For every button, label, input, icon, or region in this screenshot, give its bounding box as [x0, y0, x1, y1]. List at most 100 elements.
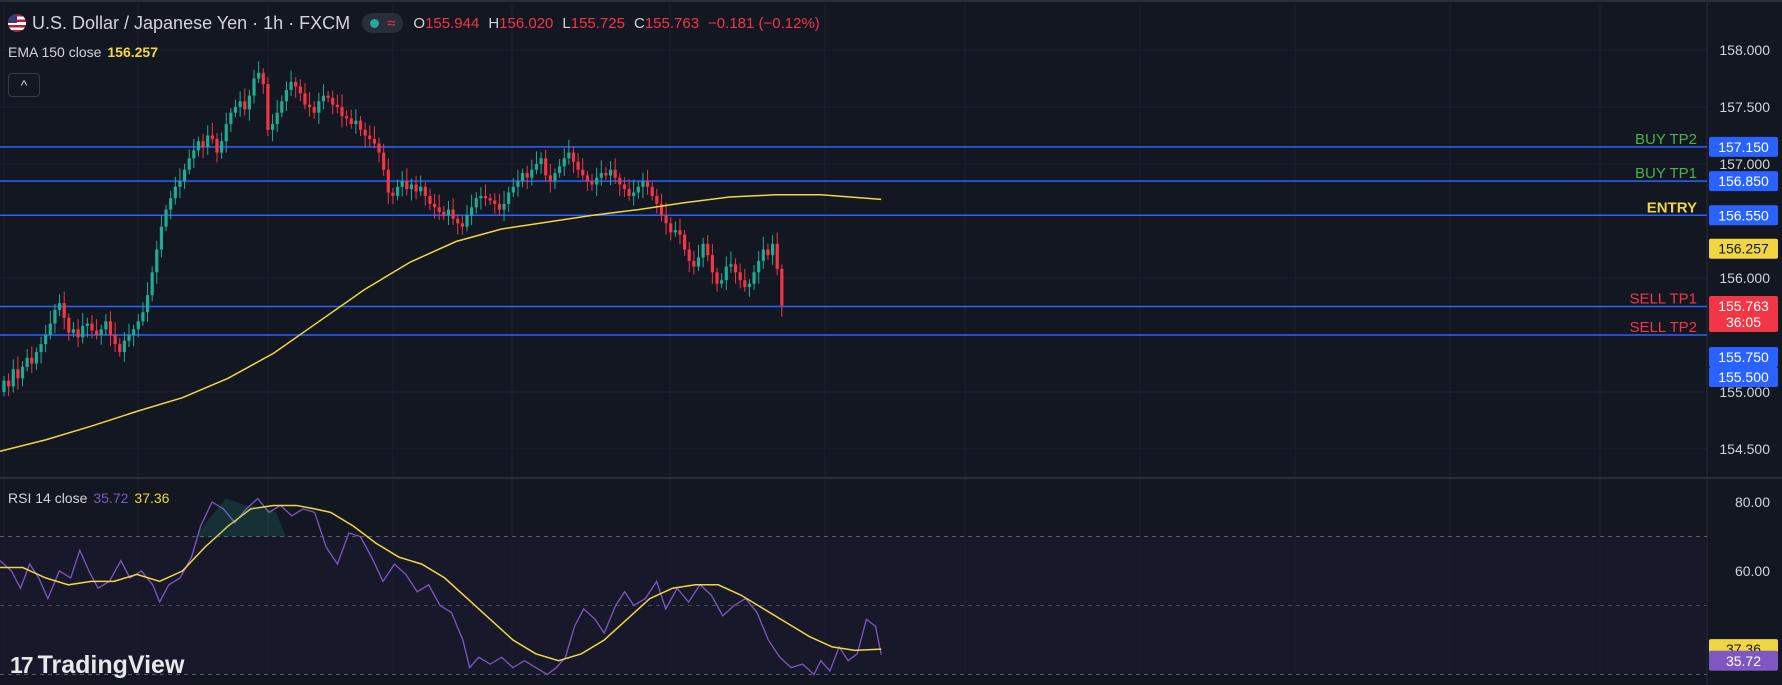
candle-body [229, 112, 233, 125]
candle-body [266, 84, 270, 130]
candle-body [590, 181, 594, 185]
level-label: BUY TP2 [1635, 131, 1697, 148]
market-open-icon [370, 18, 380, 28]
ema-line [0, 194, 882, 453]
level-price-tag-bg [1709, 136, 1778, 157]
market-status-pill[interactable]: ≈ [362, 13, 404, 33]
candle-body [701, 243, 705, 258]
candle-body [164, 209, 168, 227]
candle-body [659, 203, 664, 216]
candle-body [636, 186, 640, 193]
candle-body [20, 366, 25, 379]
data-source[interactable]: FXCM [299, 12, 351, 33]
candle-body [613, 169, 617, 178]
candle-body [553, 173, 557, 182]
candle-body [150, 272, 154, 296]
tradingview-logo[interactable]: 17 TradingView [10, 651, 184, 680]
level-price-tag: 157.150 [1709, 136, 1778, 157]
candle-body [215, 138, 219, 153]
candle-body [192, 150, 196, 159]
symbol-name[interactable]: U.S. Dollar / Japanese Yen [32, 12, 248, 33]
rsi-ma-line [0, 504, 882, 662]
candle-body [516, 181, 520, 187]
candle-body [720, 280, 724, 284]
candle-body [548, 175, 552, 182]
candle-body [326, 95, 330, 98]
candle-body [2, 380, 6, 392]
trade-levels: BUY TP2 BUY TP1 ENTRY SELL TP1 SELL TP2 [0, 131, 1707, 336]
candle-body [257, 72, 261, 79]
candle-body [627, 189, 631, 196]
candle-body [488, 198, 492, 201]
candle-body [743, 280, 747, 288]
candle-body [493, 200, 497, 204]
candle-body [558, 166, 562, 174]
level-price-tag-bg [1709, 347, 1778, 367]
price-candles [2, 61, 784, 397]
candle-body [233, 107, 238, 113]
candle-body [733, 264, 738, 273]
candle-body [585, 175, 589, 182]
candle-body [696, 257, 701, 267]
candle-body [118, 344, 122, 353]
price-tick-label: 154.500 [1719, 441, 1770, 457]
candle-body [530, 169, 534, 178]
candle-body [275, 112, 279, 125]
candle-body [525, 173, 529, 178]
candle-body [428, 195, 432, 204]
candle-body [196, 141, 201, 151]
candle-body [409, 184, 414, 190]
candle-body [11, 369, 15, 387]
axis-tags: 157.150 156.850 156.550 156.257 155.750 155.5… [1709, 136, 1778, 671]
candle-body [451, 209, 455, 219]
interval[interactable]: 1h [263, 12, 284, 33]
candle-body [678, 230, 682, 235]
candle-body [345, 116, 349, 119]
candle-body [692, 260, 696, 267]
level-price-tag: 156.550 [1709, 205, 1778, 226]
candle-body [39, 344, 43, 353]
candle-body [321, 95, 326, 102]
candle-body [562, 158, 566, 167]
candle-body [539, 158, 543, 164]
level-price-tag-text: 157.150 [1718, 139, 1769, 155]
candle-body [113, 335, 117, 345]
candle-body [53, 309, 57, 324]
candle-body [423, 186, 427, 196]
current-price-tag-text: 155.763 [1718, 298, 1769, 314]
candle-body [567, 152, 571, 159]
rsi-lines [0, 497, 882, 676]
candle-body [377, 143, 381, 153]
candle-body [71, 329, 76, 333]
candle-body [145, 295, 150, 313]
candle-body [655, 195, 659, 204]
rsi-legend[interactable]: RSI 14 close 35.72 37.36 [8, 490, 169, 506]
candle-body [395, 186, 400, 196]
candle-body [729, 264, 733, 267]
candle-body [483, 195, 488, 199]
candle-body [414, 184, 418, 192]
ema-legend[interactable]: EMA 150 close 156.257 [8, 44, 158, 60]
candle-body [442, 211, 446, 216]
chart-header[interactable]: U.S. Dollar / Japanese Yen · 1h · FXCM ≈… [8, 12, 820, 34]
candle-body [340, 107, 344, 117]
collapse-legend-button[interactable]: ^ [8, 73, 40, 97]
candle-body [520, 173, 525, 182]
candle-body [595, 177, 599, 185]
price-tick-label: 157.500 [1719, 99, 1770, 115]
rsi-ma-value: 37.36 [134, 490, 170, 506]
candle-body [405, 181, 409, 190]
rsi-band-fill [0, 536, 1707, 675]
separator: · [288, 12, 295, 33]
candle-body [141, 312, 145, 322]
level-price-tag: 156.850 [1709, 171, 1778, 192]
candle-body [44, 335, 48, 345]
candle-body [331, 97, 335, 105]
candle-body [645, 181, 650, 187]
rsi-legend-label: RSI 14 close [8, 490, 88, 506]
candle-body [581, 169, 585, 176]
candle-body [465, 215, 469, 227]
candle-body [664, 215, 668, 224]
candle-body [220, 141, 224, 153]
